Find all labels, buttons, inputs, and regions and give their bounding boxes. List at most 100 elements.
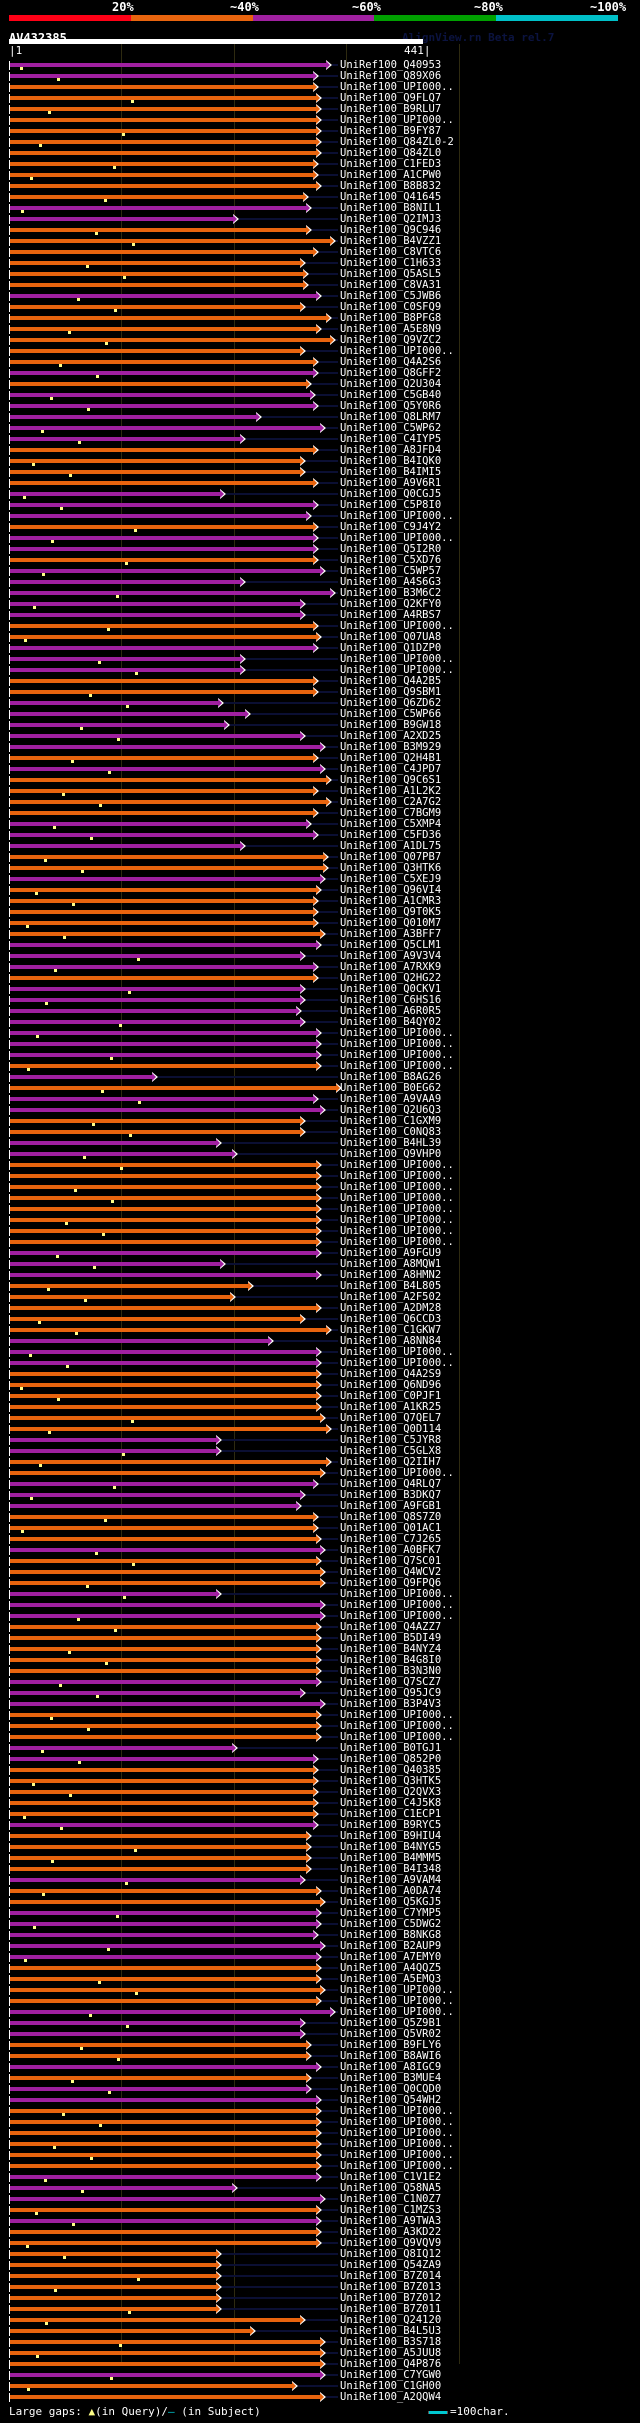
hit-row[interactable]: UniRef100_C8VTC6 — [0, 246, 640, 258]
hit-label[interactable]: UniRef100_B7Z011 — [340, 2303, 442, 2315]
hit-label[interactable]: UniRef100_B4L5U3 — [340, 2325, 442, 2337]
alignment-bar[interactable] — [10, 1163, 316, 1167]
hit-row[interactable]: UniRef100_Q4RLQ7 — [0, 1478, 640, 1490]
hit-row[interactable]: UniRef100_Q7SC01 — [0, 1555, 640, 1567]
alignment-bar[interactable] — [10, 2296, 216, 2300]
hit-row[interactable]: UniRef100_Q0CGJ5 — [0, 488, 640, 500]
alignment-bar[interactable] — [10, 745, 320, 749]
hit-label[interactable]: UniRef100_Q7SC01 — [340, 1555, 442, 1567]
hit-row[interactable]: UniRef100_B4NYG5 — [0, 1841, 640, 1853]
hit-label[interactable]: UniRef100_Q6CCD3 — [340, 1313, 442, 1325]
alignment-bar[interactable] — [10, 1680, 316, 1684]
hit-row[interactable]: UniRef100_B9FY87 — [0, 125, 640, 137]
alignment-bar[interactable] — [10, 283, 303, 287]
hit-label[interactable]: UniRef100_A3KD22 — [340, 2226, 442, 2238]
hit-row[interactable]: UniRef100_A2F502 — [0, 1291, 640, 1303]
hit-row[interactable]: UniRef100_B4IMI5 — [0, 466, 640, 478]
alignment-bar[interactable] — [10, 2307, 216, 2311]
hit-label[interactable]: UniRef100_B4HL39 — [340, 1137, 442, 1149]
alignment-bar[interactable] — [10, 1526, 313, 1530]
alignment-bar[interactable] — [10, 712, 245, 716]
alignment-bar[interactable] — [10, 1856, 306, 1860]
hit-label[interactable]: UniRef100_Q9VZC2 — [340, 334, 442, 346]
alignment-bar[interactable] — [10, 1240, 316, 1244]
alignment-bar[interactable] — [10, 360, 313, 364]
alignment-bar[interactable] — [10, 2197, 320, 2201]
hit-label[interactable]: UniRef100_Q7QEL7 — [340, 1412, 442, 1424]
hit-label[interactable]: UniRef100_Q852P0 — [340, 1753, 442, 1765]
alignment-bar[interactable] — [10, 2076, 306, 2080]
alignment-bar[interactable] — [10, 1933, 313, 1937]
alignment-bar[interactable] — [10, 1746, 232, 1750]
hit-row[interactable]: UniRef100_A9VAA9 — [0, 1093, 640, 1105]
hit-row[interactable]: UniRef100_B4QY02 — [0, 1016, 640, 1028]
alignment-bar[interactable] — [10, 426, 320, 430]
hit-label[interactable]: UniRef100_Q40385 — [340, 1764, 442, 1776]
hit-row[interactable]: UniRef100_C1GKW7 — [0, 1324, 640, 1336]
hit-label[interactable]: UniRef100_Q6ND96 — [340, 1379, 442, 1391]
alignment-bar[interactable] — [10, 129, 316, 133]
alignment-bar[interactable] — [10, 657, 240, 661]
hit-row[interactable]: UniRef100_C1ECP1 — [0, 1808, 640, 1820]
hit-label[interactable]: UniRef100_B0TGJ1 — [340, 1742, 442, 1754]
hit-row[interactable]: UniRef100_C1GXM9 — [0, 1115, 640, 1127]
hit-row[interactable]: UniRef100_Q4A2B5 — [0, 675, 640, 687]
alignment-bar[interactable] — [10, 998, 300, 1002]
hit-row[interactable]: UniRef100_C1H633 — [0, 257, 640, 269]
hit-label[interactable]: UniRef100_UPI000.. — [340, 1181, 454, 1193]
hit-row[interactable]: UniRef100_UPI000.. — [0, 1357, 640, 1369]
hit-label[interactable]: UniRef100_UPI000.. — [340, 510, 454, 522]
hit-label[interactable]: UniRef100_UPI000.. — [340, 2116, 454, 2128]
hit-label[interactable]: UniRef100_B4IQK0 — [340, 455, 442, 467]
hit-label[interactable]: UniRef100_C5GLX8 — [340, 1445, 442, 1457]
hit-row[interactable]: UniRef100_C7BGM9 — [0, 807, 640, 819]
hit-label[interactable]: UniRef100_C5JWB6 — [340, 290, 442, 302]
hit-label[interactable]: UniRef100_Q4A2S9 — [340, 1368, 442, 1380]
hit-label[interactable]: UniRef100_B2AUP9 — [340, 1940, 442, 1952]
alignment-bar[interactable] — [10, 228, 306, 232]
hit-row[interactable]: UniRef100_UPI000.. — [0, 2105, 640, 2117]
hit-row[interactable]: UniRef100_A7EMY0 — [0, 1951, 640, 1963]
hit-row[interactable]: UniRef100_Q6ND96 — [0, 1379, 640, 1391]
hit-row[interactable]: UniRef100_UPI000.. — [0, 1588, 640, 1600]
hit-row[interactable]: UniRef100_UPI000.. — [0, 2160, 640, 2172]
alignment-bar[interactable] — [10, 767, 320, 771]
hit-row[interactable]: UniRef100_A5JUU8 — [0, 2347, 640, 2359]
alignment-bar[interactable] — [10, 1251, 316, 1255]
hit-label[interactable]: UniRef100_B4QY02 — [340, 1016, 442, 1028]
hit-row[interactable]: UniRef100_Q852P0 — [0, 1753, 640, 1765]
hit-label[interactable]: UniRef100_A0DA74 — [340, 1885, 442, 1897]
alignment-bar[interactable] — [10, 2252, 216, 2256]
hit-label[interactable]: UniRef100_B4VZZ1 — [340, 235, 442, 247]
hit-label[interactable]: UniRef100_A4RBS7 — [340, 609, 442, 621]
hit-label[interactable]: UniRef100_UPI000.. — [340, 1159, 454, 1171]
hit-row[interactable]: UniRef100_UPI000.. — [0, 2116, 640, 2128]
alignment-bar[interactable] — [10, 822, 306, 826]
hit-row[interactable]: UniRef100_A5E8N9 — [0, 323, 640, 335]
alignment-bar[interactable] — [10, 404, 313, 408]
hit-label[interactable]: UniRef100_Q5Z9B1 — [340, 2017, 442, 2029]
hit-label[interactable]: UniRef100_Q1DZP0 — [340, 642, 442, 654]
hit-row[interactable]: UniRef100_B0TGJ1 — [0, 1742, 640, 1754]
hit-row[interactable]: UniRef100_UPI000.. — [0, 114, 640, 126]
hit-label[interactable]: UniRef100_C1H633 — [340, 257, 442, 269]
hit-label[interactable]: UniRef100_Q84ZL0-2 — [340, 136, 454, 148]
hit-label[interactable]: UniRef100_B8PFG8 — [340, 312, 442, 324]
hit-label[interactable]: UniRef100_C1N0Z7 — [340, 2193, 442, 2205]
alignment-bar[interactable] — [10, 1834, 306, 1838]
hit-row[interactable]: UniRef100_Q5CLM1 — [0, 939, 640, 951]
alignment-bar[interactable] — [10, 1768, 313, 1772]
hit-label[interactable]: UniRef100_B9RLU7 — [340, 103, 442, 115]
hit-row[interactable]: UniRef100_Q2HG22 — [0, 972, 640, 984]
hit-row[interactable]: UniRef100_Q01AC1 — [0, 1522, 640, 1534]
hit-row[interactable]: UniRef100_B7Z012 — [0, 2292, 640, 2304]
hit-row[interactable]: UniRef100_C5WP62 — [0, 422, 640, 434]
hit-row[interactable]: UniRef100_UPI000.. — [0, 620, 640, 632]
hit-row[interactable]: UniRef100_Q8LRM7 — [0, 411, 640, 423]
hit-label[interactable]: UniRef100_A9VAM4 — [340, 1874, 442, 1886]
hit-row[interactable]: UniRef100_UPI000.. — [0, 1214, 640, 1226]
alignment-bar[interactable] — [10, 2164, 316, 2168]
hit-row[interactable]: UniRef100_Q95JC9 — [0, 1687, 640, 1699]
hit-label[interactable]: UniRef100_C5WP66 — [340, 708, 442, 720]
alignment-bar[interactable] — [10, 1284, 248, 1288]
